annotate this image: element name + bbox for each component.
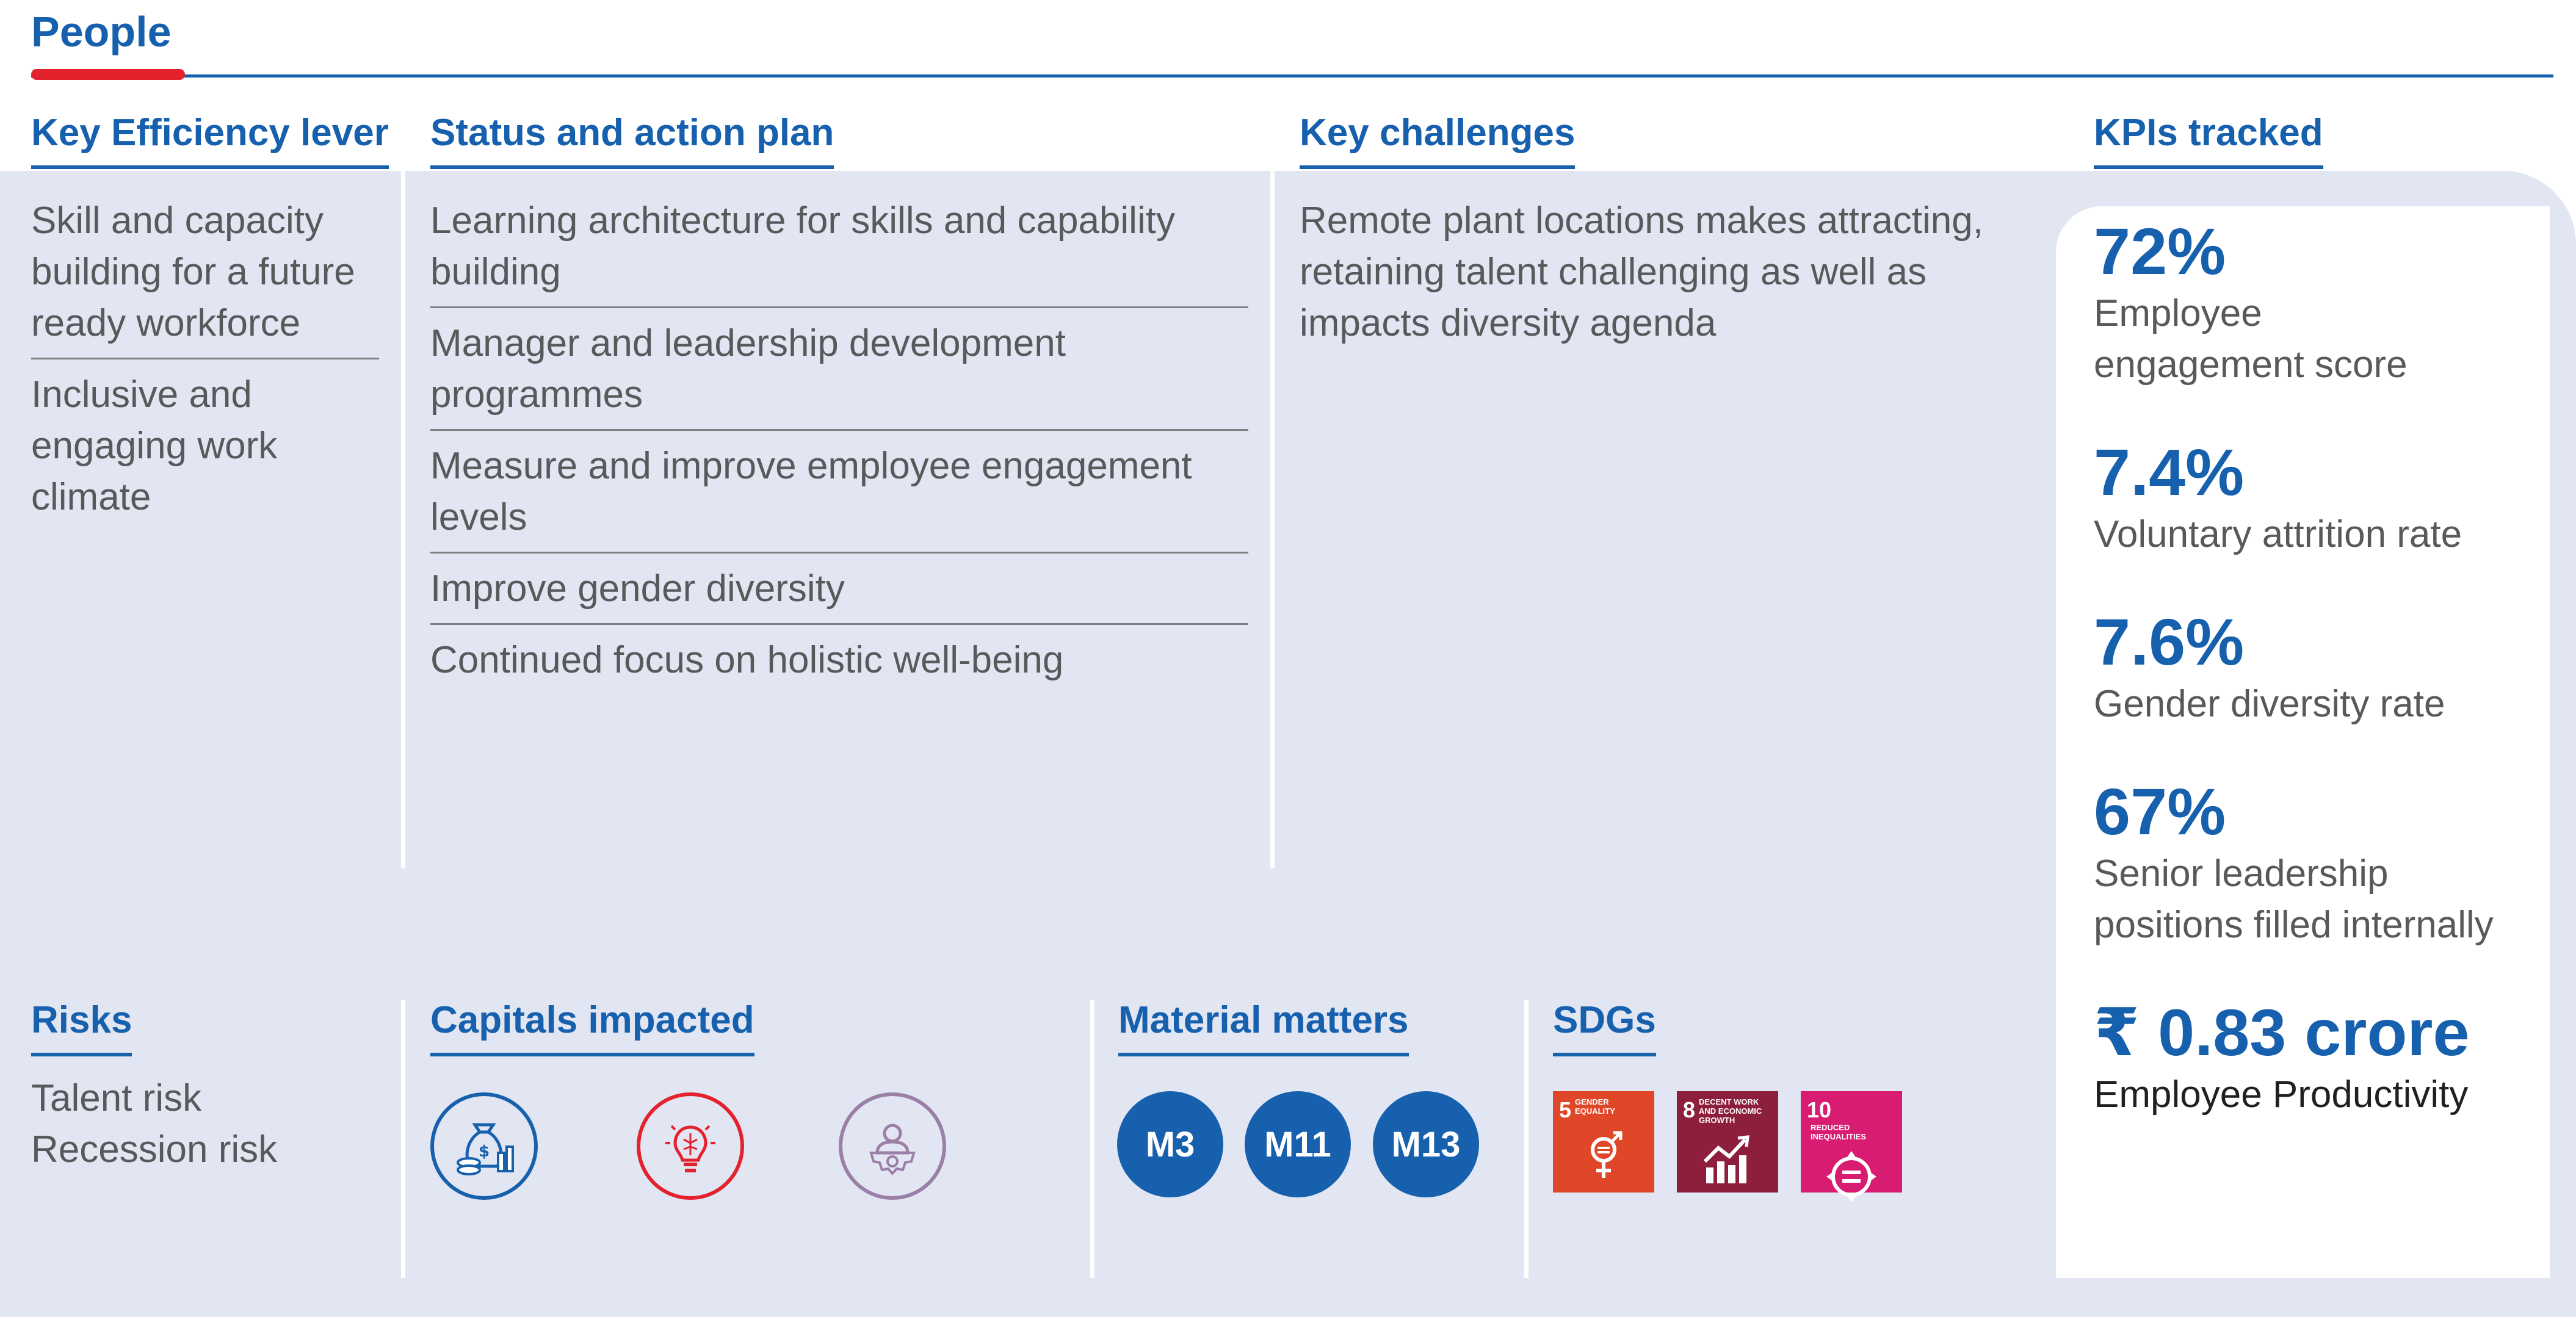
divider-material-sdgs	[1524, 1000, 1529, 1278]
kpi-item: 72% Employee engagement score	[2094, 215, 2533, 391]
gender-equality-icon	[1591, 1131, 1623, 1178]
challenges-text: Remote plant locations makes attracting,…	[1300, 200, 1983, 344]
lever-list: Skill and capacity building for a future…	[31, 195, 379, 541]
status-list: Learning architecture for skills and cap…	[430, 195, 1248, 704]
kpi-value: 7.6%	[2094, 605, 2245, 679]
status-item: Manager and leadership development progr…	[430, 318, 1248, 431]
sdg-number: 10	[1807, 1097, 1832, 1122]
kpi-item: ₹ 0.83 crore Employee Productivity	[2094, 996, 2533, 1120]
kpi-value: 72%	[2094, 214, 2226, 288]
divider-lever-status	[401, 171, 405, 868]
economic-growth-icon	[1703, 1135, 1749, 1183]
kpi-value: ₹ 0.83 crore	[2094, 995, 2470, 1069]
financial-capital-icon: $	[430, 1092, 538, 1200]
kpi-item: 67% Senior leadership positions filled i…	[2094, 775, 2533, 951]
sdg-tile-10: 10REDUCED INEQUALITIES	[1801, 1091, 1902, 1202]
kpi-item: 7.6% Gender diversity rate	[2094, 605, 2533, 730]
kpi-label: Employee Productivity	[2094, 1073, 2469, 1116]
header-risks: Risks	[31, 998, 132, 1056]
header-key-challenges: Key challenges	[1300, 111, 1576, 169]
sdg-label: GENDER EQUALITY	[1575, 1097, 1615, 1116]
reduced-inequalities-icon	[1826, 1151, 1876, 1202]
svg-text:$: $	[479, 1142, 490, 1161]
kpi-list: 72% Employee engagement score 7.4% Volun…	[2094, 215, 2533, 1120]
lever-item: Inclusive and engaging work climate	[31, 373, 278, 518]
kpi-value: 67%	[2094, 774, 2226, 848]
header-kpis-tracked: KPIs tracked	[2094, 111, 2323, 169]
lever-item: Skill and capacity building for a future…	[31, 195, 379, 359]
header-material-matters: Material matters	[1118, 998, 1409, 1056]
header-capitals-impacted: Capitals impacted	[430, 998, 754, 1056]
divider-risks-capitals	[401, 1000, 405, 1278]
kpi-item: 7.4% Voluntary attrition rate	[2094, 436, 2533, 560]
sdg-number: 5	[1559, 1097, 1572, 1122]
material-matter-badge: M13	[1373, 1091, 1479, 1197]
material-matter-badge: M11	[1245, 1091, 1351, 1197]
kpi-label: Employee engagement score	[2094, 292, 2408, 386]
kpi-panel	[2056, 206, 2550, 1278]
sdg-tile-5: 5 GENDER EQUALITY	[1553, 1091, 1654, 1193]
sdg-tile-8: 8 DECENT WORK AND ECONOMIC GROWTH	[1677, 1091, 1778, 1193]
sdg-label: REDUCED INEQUALITIES	[1811, 1123, 1867, 1141]
material-matter-badge: M3	[1117, 1091, 1223, 1197]
kpi-value: 7.4%	[2094, 435, 2245, 509]
header-key-efficiency-lever: Key Efficiency lever	[31, 111, 389, 169]
title-rule	[31, 74, 2553, 78]
page-title: People	[31, 8, 172, 56]
status-item: Continued focus on holistic well-being	[430, 639, 1064, 681]
kpi-label: Gender diversity rate	[2094, 683, 2445, 725]
kpi-label: Senior leadership positions filled inter…	[2094, 853, 2494, 946]
sdg-label: DECENT WORK AND ECONOMIC GROWTH	[1699, 1097, 1762, 1125]
status-item: Improve gender diversity	[430, 563, 1248, 625]
intellectual-capital-icon	[637, 1092, 744, 1200]
header-status-action-plan: Status and action plan	[430, 111, 834, 169]
risk-item: Recession risk	[31, 1128, 278, 1171]
sdg-number: 8	[1683, 1097, 1696, 1122]
divider-status-challenges	[1270, 171, 1275, 868]
divider-capitals-material	[1090, 1000, 1094, 1278]
status-item: Learning architecture for skills and cap…	[430, 195, 1248, 308]
kpi-label: Voluntary attrition rate	[2094, 513, 2462, 555]
header-sdgs: SDGs	[1553, 998, 1656, 1056]
human-capital-icon	[839, 1092, 946, 1200]
title-accent-underline	[31, 69, 185, 80]
risks-list: Talent risk Recession risk	[31, 1073, 277, 1175]
risk-item: Talent risk	[31, 1077, 202, 1119]
status-item: Measure and improve employee engagement …	[430, 441, 1248, 554]
